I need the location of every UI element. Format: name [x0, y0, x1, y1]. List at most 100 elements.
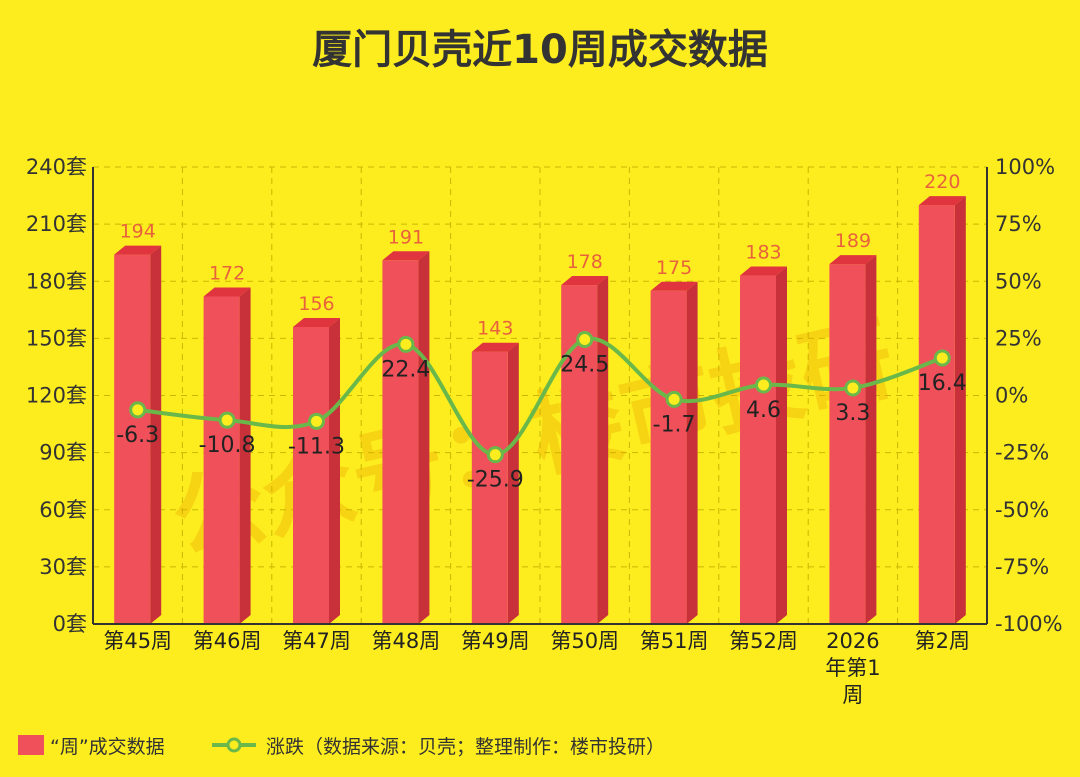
- bar-top: [650, 281, 698, 291]
- line-point: [397, 335, 415, 353]
- legend-line-label: 涨跌（数据来源：贝壳；整理制作：楼市投研）: [266, 736, 665, 758]
- line-point: [576, 331, 594, 349]
- line-point: [129, 401, 147, 419]
- bar-front: [650, 290, 687, 624]
- bar: [561, 276, 609, 624]
- bar-side: [329, 317, 340, 624]
- watermark-text: 公众号：楼市投研: [162, 304, 903, 574]
- bar-side: [597, 276, 609, 624]
- bar: [114, 245, 162, 624]
- bar-front: [918, 205, 955, 625]
- bar-front: [114, 254, 151, 624]
- bar-top: [829, 255, 877, 265]
- bar-value-label: 220: [924, 171, 960, 193]
- y-right-tick-label: -100%: [995, 612, 1063, 636]
- line-series: -6.3 -10.8 -11.3 22.4 -25.9 24.5 -1.7 4.6 3.3 16.…: [116, 331, 967, 493]
- bar-front: [293, 326, 329, 624]
- y-left-tick-label: 60套: [39, 498, 87, 522]
- bar-value-label: 178: [567, 251, 603, 273]
- line-point: [308, 412, 325, 430]
- y-right-tick-label: 50%: [995, 269, 1042, 293]
- bar-side: [776, 266, 787, 624]
- line-value-label: 16.4: [918, 371, 967, 396]
- bar-value-label: 156: [298, 293, 334, 315]
- bar: [293, 317, 340, 624]
- x-tick-label: 第52周: [729, 629, 798, 653]
- legend: “周”成交数据 涨跌（数据来源：贝壳；整理制作：楼市投研）: [18, 735, 665, 758]
- y-right-tick-label: -50%: [995, 498, 1049, 522]
- bar-top: [382, 251, 430, 261]
- bar-side: [507, 342, 519, 624]
- line-value-label: 4.6: [746, 398, 781, 423]
- bar: [740, 266, 787, 624]
- y-left-tick-label: 150套: [26, 326, 87, 350]
- bar-value-label: 194: [120, 221, 156, 243]
- x-tick-label: 第49周: [461, 629, 530, 653]
- line-value-label: -11.3: [288, 434, 345, 459]
- chart-title: 厦门贝壳近10周成交数据: [312, 27, 768, 73]
- line-point: [755, 376, 772, 394]
- x-tick-label: 第46周: [193, 629, 262, 653]
- bar-front: [203, 296, 240, 624]
- y-right-tick-label: 100%: [995, 155, 1055, 179]
- bar-side: [150, 245, 162, 624]
- bar-value-label: 143: [477, 318, 513, 340]
- x-tick-label: 第51周: [640, 629, 709, 653]
- line-point: [218, 411, 236, 429]
- x-tick-label: 2026 年第1 周: [825, 629, 880, 707]
- y-right-tick-label: -25%: [995, 441, 1049, 465]
- line-path: [137, 336, 943, 457]
- bar-front: [740, 275, 776, 624]
- bar: [829, 255, 877, 625]
- line-value-label: -10.8: [199, 433, 256, 458]
- axes: 0套 30套 60套 90套 120套 150套 180套 210套 240套 -100% -75%…: [26, 155, 1063, 707]
- y-left-tick-label: 210套: [26, 212, 87, 236]
- bar: [471, 342, 519, 624]
- bar: [203, 287, 251, 624]
- x-tick-label: 第45周: [103, 629, 172, 653]
- bar-top: [561, 276, 609, 286]
- y-left-tick-label: 0套: [53, 612, 87, 636]
- line-point: [486, 446, 504, 464]
- bar-side: [865, 255, 877, 625]
- y-left-tick-label: 90套: [39, 441, 87, 465]
- y-left-tick-label: 180套: [26, 269, 87, 293]
- line-value-label: 22.4: [381, 357, 430, 382]
- y-right-tick-label: 0%: [995, 384, 1028, 408]
- bar-top: [114, 245, 162, 255]
- y-right-tick-label: -75%: [995, 555, 1049, 579]
- bar-top: [740, 266, 787, 276]
- line-value-label: -25.9: [467, 468, 524, 493]
- bar: [918, 196, 966, 625]
- bar-side: [686, 281, 698, 624]
- bar-value-label: 189: [835, 230, 871, 252]
- legend-bar-swatch: [18, 735, 44, 755]
- bar-value-label: 175: [656, 257, 692, 279]
- bar: [382, 251, 430, 624]
- y-right-tick-label: 75%: [995, 212, 1042, 236]
- bar-value-label: 172: [209, 262, 245, 284]
- x-tick-label: 第47周: [282, 629, 351, 653]
- line-value-label: 3.3: [835, 401, 870, 426]
- line-value-label: 24.5: [560, 353, 609, 378]
- bar-top: [293, 317, 340, 327]
- x-tick-label: 第50周: [550, 629, 619, 653]
- bar-top: [471, 342, 519, 352]
- line-value-label: -1.7: [653, 412, 696, 437]
- bar-front: [829, 264, 866, 624]
- y-left-tick-label: 30套: [39, 555, 87, 579]
- bar-value-label: 191: [388, 226, 424, 248]
- bar-series: 194 172 156 191 143 178 175 183 189 220: [114, 171, 966, 625]
- bar-front: [471, 351, 508, 624]
- bar: [650, 281, 698, 624]
- bar-side: [954, 196, 966, 625]
- line-value-label: -6.3: [116, 423, 159, 448]
- y-left-tick-label: 120套: [26, 384, 87, 408]
- line-point: [665, 390, 683, 408]
- y-left-tick-label: 240套: [26, 155, 87, 179]
- bar-side: [418, 251, 430, 624]
- y-right-tick-label: 25%: [995, 326, 1042, 350]
- line-point: [933, 349, 951, 367]
- bar-top: [203, 287, 251, 297]
